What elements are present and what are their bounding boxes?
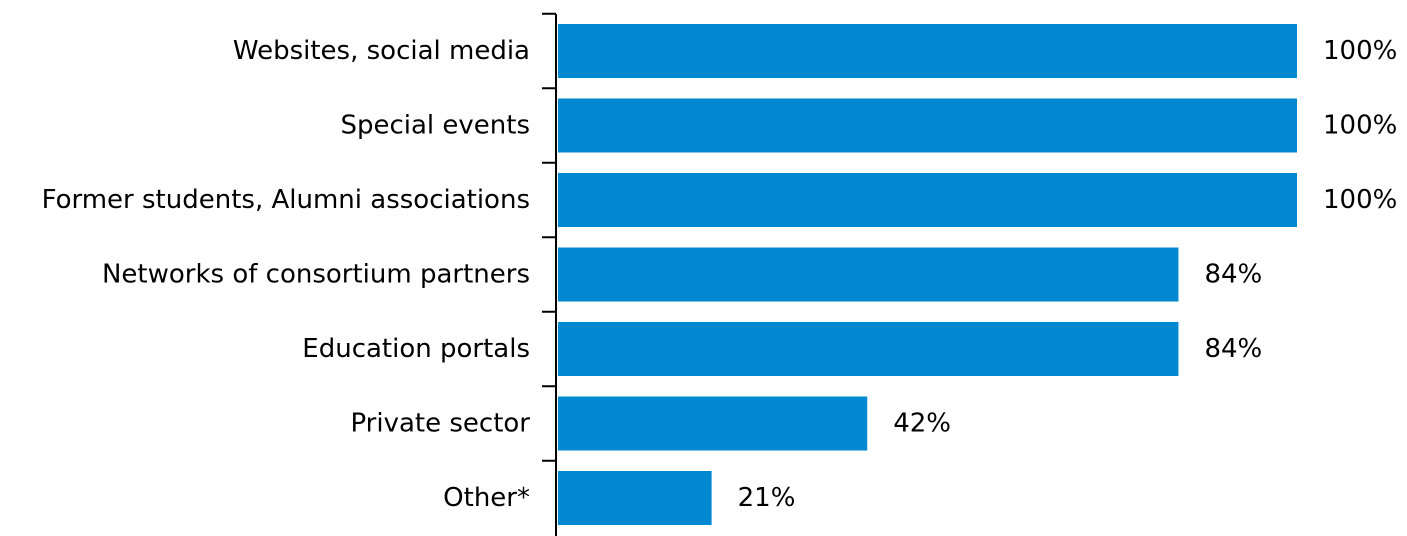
- bar: [558, 173, 1297, 227]
- category-label: Networks of consortium partners: [102, 260, 530, 290]
- labels-group: Websites, social media 100% Special events…: [42, 36, 1398, 513]
- value-label: 21%: [738, 483, 796, 513]
- category-label: Special events: [340, 111, 530, 141]
- bar: [558, 322, 1179, 376]
- category-label: Education portals: [302, 334, 530, 364]
- bar: [558, 471, 712, 525]
- category-label: Private sector: [350, 409, 530, 439]
- bar: [558, 247, 1179, 302]
- value-label: 100%: [1323, 36, 1397, 66]
- y-axis: [542, 12, 557, 536]
- value-label: 84%: [1204, 260, 1262, 290]
- value-label: 100%: [1323, 185, 1397, 215]
- value-label: 100%: [1323, 111, 1397, 141]
- category-label: Other*: [443, 483, 530, 513]
- bar: [558, 396, 868, 451]
- bar: [558, 98, 1297, 153]
- category-label: Former students, Alumni associations: [42, 185, 530, 215]
- bars-group: [558, 24, 1297, 525]
- bar: [558, 24, 1297, 78]
- value-label: 42%: [893, 409, 951, 439]
- category-label: Websites, social media: [233, 36, 530, 66]
- value-label: 84%: [1204, 334, 1262, 364]
